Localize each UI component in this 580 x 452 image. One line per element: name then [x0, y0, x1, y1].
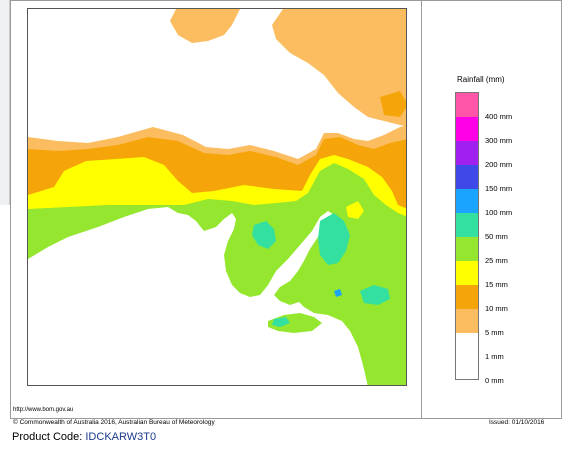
land-50mm-patch-southeast — [360, 285, 390, 305]
legend-label-11: 0 mm — [485, 376, 504, 385]
legend-swatch-7 — [456, 261, 478, 285]
source-url: http://www.bom.gov.au — [13, 407, 74, 413]
issued-date: Issued: 01/10/2016 — [489, 419, 545, 426]
legend-label-8: 10 mm — [485, 304, 508, 313]
legend-label-6: 25 mm — [485, 256, 508, 265]
copyright-text: © Commonwealth of Australia 2016, Austra… — [13, 419, 215, 426]
legend-label-9: 5 mm — [485, 328, 504, 337]
legend-label-5: 50 mm — [485, 232, 508, 241]
legend-swatch-2 — [456, 141, 478, 165]
legend-swatch-3 — [456, 165, 478, 189]
land-5mm-north-west — [170, 9, 240, 43]
legend-swatch-10 — [456, 333, 478, 357]
frame-divider — [421, 0, 422, 419]
rainfall-map-svg — [28, 9, 406, 385]
legend-color-bar — [455, 92, 479, 380]
legend-swatch-5 — [456, 213, 478, 237]
legend-label-7: 15 mm — [485, 280, 508, 289]
legend-label-10: 1 mm — [485, 352, 504, 361]
land-50mm-patch-peninsula — [252, 221, 276, 249]
legend-swatch-1 — [456, 117, 478, 141]
legend-swatch-9 — [456, 309, 478, 333]
product-code: Product Code: IDCKARW3T0 — [12, 431, 156, 443]
legend-swatch-8 — [456, 285, 478, 309]
legend-label-4: 100 mm — [485, 208, 513, 217]
land-100mm-spot — [334, 289, 342, 297]
legend-title: Rainfall (mm) — [457, 75, 505, 84]
legend-swatch-0 — [456, 93, 478, 117]
product-code-label: Product Code: — [12, 431, 86, 443]
window-left-edge — [0, 0, 10, 205]
land-50mm-patch-east — [318, 213, 350, 265]
land-15mm-patch-west — [120, 181, 140, 195]
legend-swatch-6 — [456, 237, 478, 261]
legend-label-3: 150 mm — [485, 184, 513, 193]
legend-label-1: 300 mm — [485, 136, 513, 145]
legend-label-0: 400 mm — [485, 112, 513, 121]
land-50mm-patch-kangaroo — [272, 317, 290, 327]
coastline-sea — [28, 207, 368, 385]
rainfall-map — [27, 8, 407, 386]
legend-swatch-4 — [456, 189, 478, 213]
legend-label-2: 200 mm — [485, 160, 513, 169]
land-15mm-patch-north — [346, 201, 364, 219]
land-10mm-north-east-patch — [380, 91, 406, 117]
product-code-value: IDCKARW3T0 — [85, 431, 157, 443]
land-5mm-north-east — [272, 9, 406, 127]
